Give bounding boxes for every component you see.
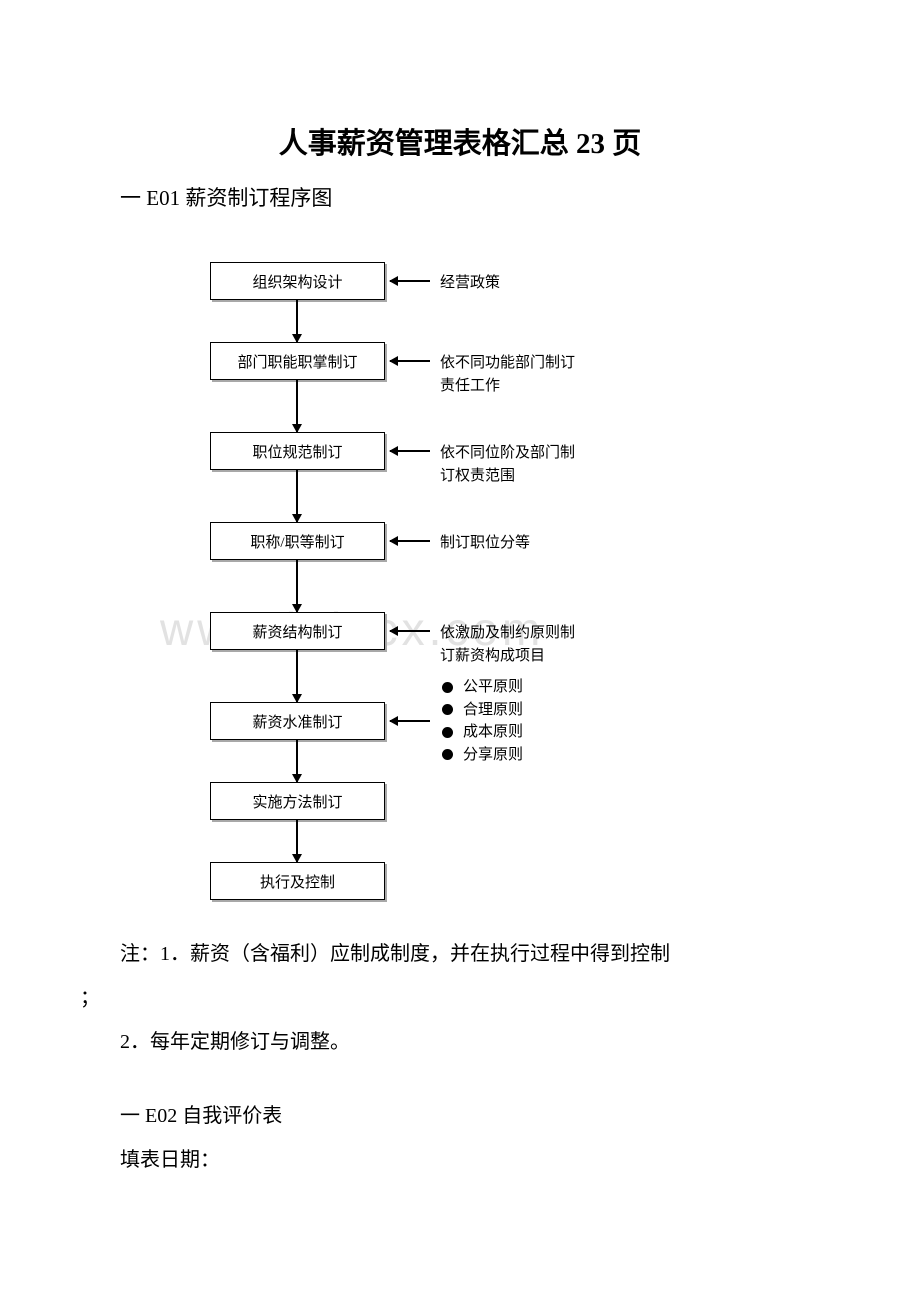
bullet-icon <box>442 682 453 693</box>
flow-annotation-0: 经营政策 <box>440 272 500 295</box>
flow-box-4: 薪资结构制订 <box>210 612 385 650</box>
flow-annotation-2: 依不同位阶及部门制订权责范围 <box>440 442 575 487</box>
flow-bullet-list: 公平原则合理原则成本原则分享原则 <box>442 676 523 766</box>
flow-box-2: 职位规范制订 <box>210 432 385 470</box>
flow-arrow-down-0 <box>296 300 298 342</box>
flowchart-container: www.bdocx.com 组织架构设计部门职能职掌制订职位规范制订职称/职等制… <box>80 262 840 902</box>
flow-bullet-item-2: 成本原则 <box>442 721 523 744</box>
flow-box-0: 组织架构设计 <box>210 262 385 300</box>
bullet-label: 成本原则 <box>463 721 523 744</box>
flow-box-6: 实施方法制订 <box>210 782 385 820</box>
flow-arrow-side-0 <box>390 280 430 282</box>
flow-bullet-item-1: 合理原则 <box>442 699 523 722</box>
note-1-semicolon: ； <box>80 976 840 1020</box>
bullet-icon <box>442 749 453 760</box>
flow-box-7: 执行及控制 <box>210 862 385 900</box>
bullet-label: 分享原则 <box>463 744 523 767</box>
flow-arrow-down-5 <box>296 740 298 782</box>
flow-arrow-side-2 <box>390 450 430 452</box>
flow-bullet-item-3: 分享原则 <box>442 744 523 767</box>
flow-box-3: 职称/职等制订 <box>210 522 385 560</box>
form-date-label: 填表日期： <box>120 1138 840 1182</box>
bullet-icon <box>442 704 453 715</box>
section-heading-2: 一 E02 自我评价表 <box>120 1094 840 1138</box>
flow-annotation-4: 依激励及制约原则制订薪资构成项目 <box>440 622 575 667</box>
flow-annotation-1: 依不同功能部门制订责任工作 <box>440 352 575 397</box>
bullet-label: 公平原则 <box>463 676 523 699</box>
flow-annotation-3: 制订职位分等 <box>440 532 530 555</box>
note-1: 注：1．薪资（含福利）应制成制度，并在执行过程中得到控制 <box>120 932 840 976</box>
flow-arrow-down-6 <box>296 820 298 862</box>
flow-arrow-down-4 <box>296 650 298 702</box>
note-2: 2．每年定期修订与调整。 <box>120 1020 840 1064</box>
flowchart: www.bdocx.com 组织架构设计部门职能职掌制订职位规范制订职称/职等制… <box>210 262 710 902</box>
flow-arrow-side-3 <box>390 540 430 542</box>
flow-box-5: 薪资水准制订 <box>210 702 385 740</box>
flow-arrow-side-1 <box>390 360 430 362</box>
bullet-label: 合理原则 <box>463 699 523 722</box>
flow-arrow-down-2 <box>296 470 298 522</box>
flow-arrow-down-3 <box>296 560 298 612</box>
flow-box-1: 部门职能职掌制订 <box>210 342 385 380</box>
flow-arrow-down-1 <box>296 380 298 432</box>
flow-bullet-item-0: 公平原则 <box>442 676 523 699</box>
flow-arrow-side-5 <box>390 720 430 722</box>
flow-arrow-side-4 <box>390 630 430 632</box>
section-heading-1: 一 E01 薪资制订程序图 <box>120 182 840 212</box>
bullet-icon <box>442 727 453 738</box>
page-title: 人事薪资管理表格汇总 23 页 <box>80 120 840 162</box>
